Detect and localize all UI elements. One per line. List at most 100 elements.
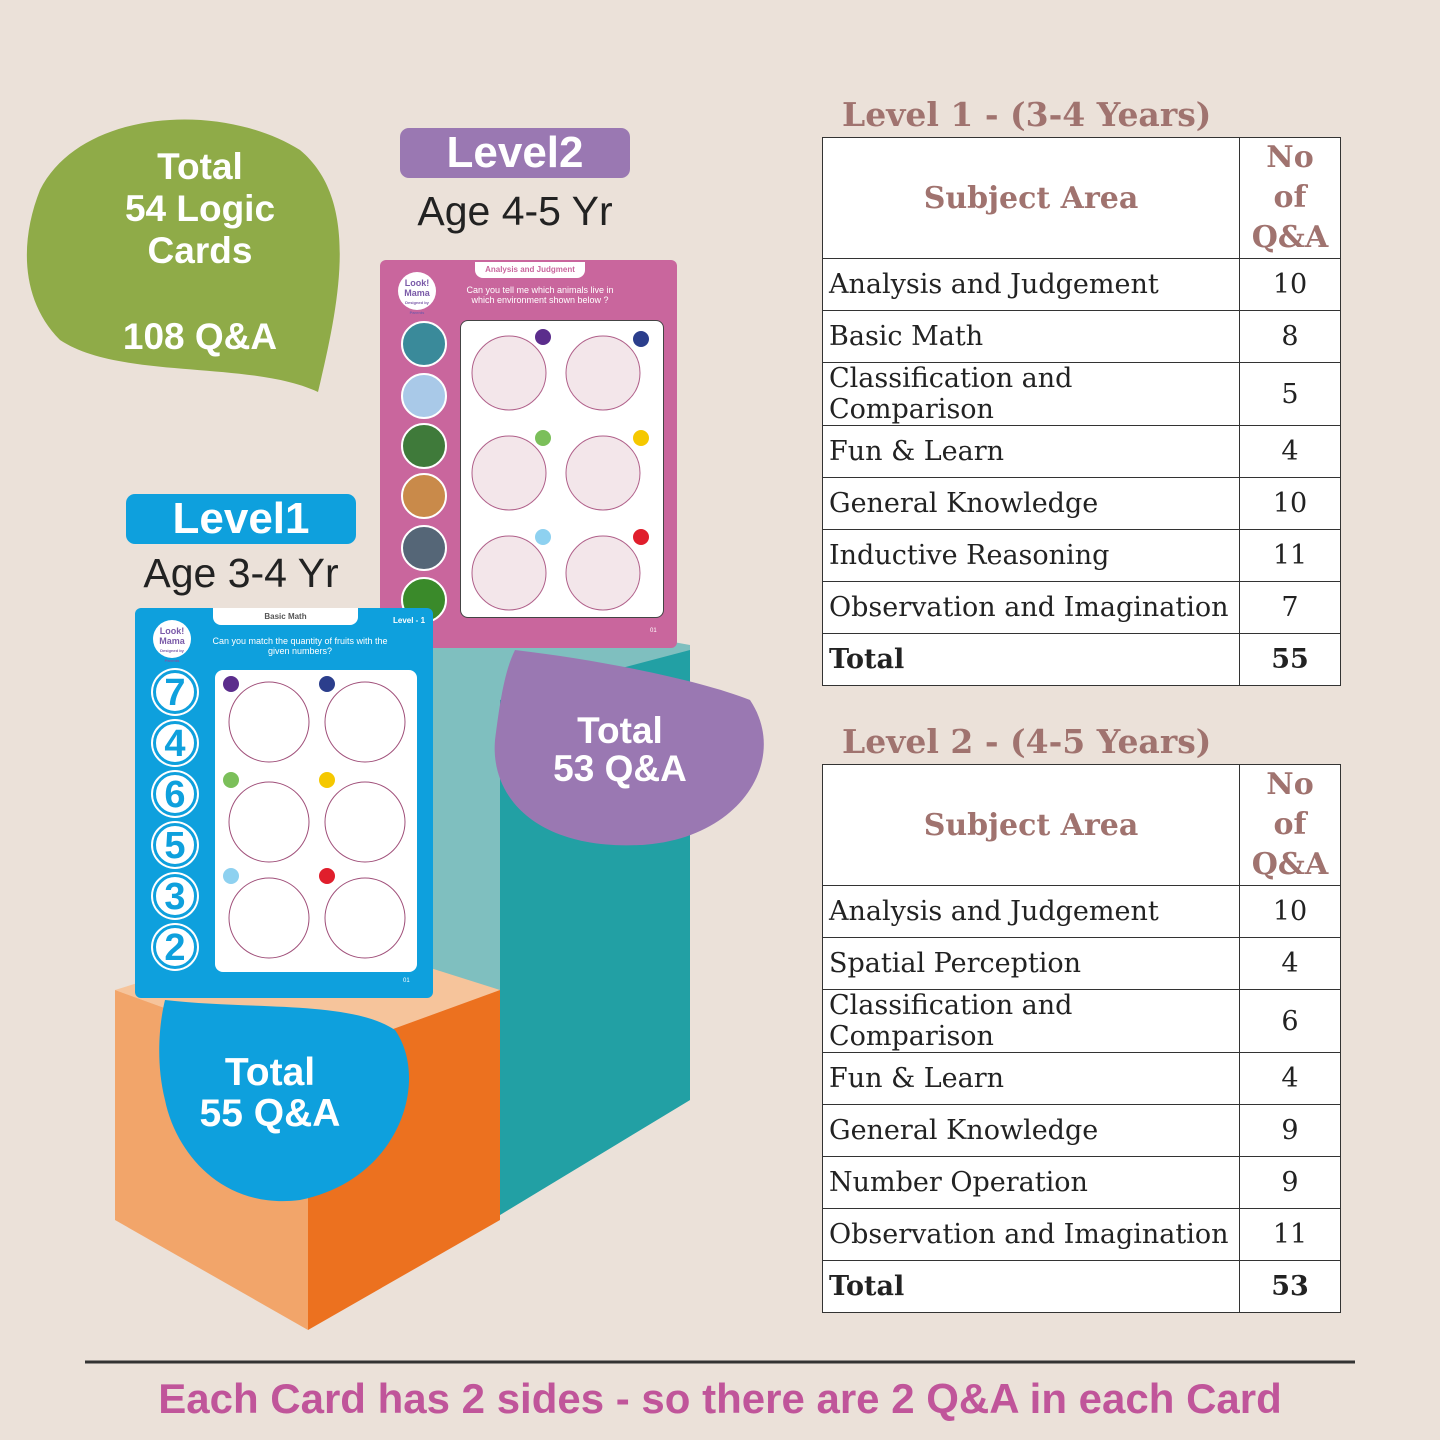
level2-blob xyxy=(494,650,764,846)
brand-logo: Look! Mama Designed by Parents xyxy=(398,272,436,315)
question: Can you match the quantity of fruits wit… xyxy=(212,636,388,656)
row: Classification and Comparison 5 xyxy=(822,362,1341,426)
count-cell: 4 xyxy=(1239,1052,1341,1105)
total-line: Total xyxy=(577,710,663,751)
animals xyxy=(471,329,649,611)
subject-cell: Basic Math xyxy=(822,310,1240,363)
total-count: 55 xyxy=(1239,633,1341,686)
level2-title: Level2 xyxy=(400,128,630,178)
page-number: 01 xyxy=(650,628,657,634)
level2-card: Look! Mama Designed by Parents Analysis an… xyxy=(380,260,677,648)
subject-table: Subject Area No of Q&A Analysis and Judgem… xyxy=(822,764,1341,1313)
topic: Basic Math xyxy=(213,608,358,625)
number-badge: 7 xyxy=(153,670,197,714)
level1-total: Total 55 Q&A xyxy=(170,1052,370,1134)
count-cell: 6 xyxy=(1239,989,1341,1053)
count-cell: 10 xyxy=(1239,885,1341,938)
count-cell: 5 xyxy=(1239,362,1341,426)
row: Classification and Comparison 6 xyxy=(822,989,1341,1053)
subject-cell: Fun & Learn xyxy=(822,1052,1240,1105)
count-cell: 4 xyxy=(1239,425,1341,478)
header-cell: Subject Area xyxy=(822,764,1240,886)
header-row: Subject Area No of Q&A xyxy=(822,137,1341,259)
row: General Knowledge 10 xyxy=(822,477,1341,530)
level1-blob xyxy=(159,1000,410,1202)
count-cell: 8 xyxy=(1239,310,1341,363)
total-row: Total 55 xyxy=(822,633,1341,686)
row: Observation and Imagination 7 xyxy=(822,581,1341,634)
subject-cell: Number Operation xyxy=(822,1156,1240,1209)
row: Fun & Learn 4 xyxy=(822,1052,1341,1105)
subject-cell: Fun & Learn xyxy=(822,425,1240,478)
total-count: 53 xyxy=(1239,1260,1341,1313)
fruits xyxy=(223,676,406,959)
subject-cell: Observation and Imagination xyxy=(822,1208,1240,1261)
brand-logo: Look! Mama Designed by Parents xyxy=(153,620,191,663)
row: Analysis and Judgement 10 xyxy=(822,258,1341,311)
subject-cell: General Knowledge xyxy=(822,1104,1240,1157)
badge-qa: 108 Q&A xyxy=(122,316,278,357)
brand: Mama xyxy=(404,288,430,298)
number-list: 7 4 6 5 3 2 xyxy=(153,670,207,976)
brand: Mama xyxy=(159,636,185,646)
badge-line: Cards xyxy=(147,230,253,271)
header-cell: Subject Area xyxy=(822,137,1240,259)
card-level: Level - 1 xyxy=(393,616,426,625)
count-cell: 11 xyxy=(1239,529,1341,582)
total-line: Total xyxy=(224,1051,316,1094)
count-cell: 10 xyxy=(1239,258,1341,311)
badge-line: 54 Logic xyxy=(124,188,276,229)
row: Observation and Imagination 11 xyxy=(822,1208,1341,1261)
level1-title: Level1 xyxy=(126,494,356,544)
page-number: 01 xyxy=(403,978,410,984)
total-row: Total 53 xyxy=(822,1260,1341,1313)
count-cell: 11 xyxy=(1239,1208,1341,1261)
table-title: Level 1 - (3-4 Years) xyxy=(842,95,1212,134)
subject-cell: General Knowledge xyxy=(822,477,1240,530)
total-line: 53 Q&A xyxy=(553,748,687,789)
tagline: Designed by Parents xyxy=(405,300,429,315)
badge-line: Total xyxy=(157,146,243,187)
question: Can you tell me which animals live in wh… xyxy=(466,285,614,305)
topic: Analysis and Judgment xyxy=(475,262,585,278)
environments xyxy=(401,321,447,623)
row: Inductive Reasoning 11 xyxy=(822,529,1341,582)
level1-card: Look! Mama Designed by Parents Basic Math … xyxy=(135,608,433,998)
row: Spatial Perception 4 xyxy=(822,937,1341,990)
row: Basic Math 8 xyxy=(822,310,1341,363)
row: General Knowledge 9 xyxy=(822,1104,1341,1157)
total-blob xyxy=(26,119,340,392)
answer-panel xyxy=(215,670,417,972)
count-cell: 7 xyxy=(1239,581,1341,634)
brand: Look! xyxy=(159,626,185,636)
subject-cell: Classification and Comparison xyxy=(822,989,1240,1053)
total-label: Total xyxy=(822,1260,1240,1313)
header-cell: No of Q&A xyxy=(1239,764,1341,886)
subject-cell: Observation and Imagination xyxy=(822,581,1240,634)
subject-cell: Inductive Reasoning xyxy=(822,529,1240,582)
table-title: Level 2 - (4-5 Years) xyxy=(842,722,1212,761)
total-label: Total xyxy=(822,633,1240,686)
count-cell: 10 xyxy=(1239,477,1341,530)
number-badge: 6 xyxy=(153,772,197,816)
level1-age: Age 3-4 Yr xyxy=(143,550,339,596)
header-row: Subject Area No of Q&A xyxy=(822,764,1341,886)
level2-total: Total 53 Q&A xyxy=(520,712,720,788)
number-badge: 5 xyxy=(153,823,197,867)
number-badge: 2 xyxy=(153,925,197,969)
number-badge: 4 xyxy=(153,721,197,765)
row: Fun & Learn 4 xyxy=(822,425,1341,478)
badge-text: Total 54 Logic Cards 108 Q&A xyxy=(60,146,340,358)
subject-cell: Classification and Comparison xyxy=(822,362,1240,426)
row: Analysis and Judgement 10 xyxy=(822,885,1341,938)
footer-note: Each Card has 2 sides - so there are 2 Q… xyxy=(158,1375,1282,1422)
tagline: Designed by Parents xyxy=(160,648,184,663)
subject-cell: Analysis and Judgement xyxy=(822,258,1240,311)
brand: Look! xyxy=(404,278,430,288)
subject-cell: Spatial Perception xyxy=(822,937,1240,990)
subject-table: Subject Area No of Q&A Analysis and Judgem… xyxy=(822,137,1341,686)
header-cell: No of Q&A xyxy=(1239,137,1341,259)
count-cell: 9 xyxy=(1239,1104,1341,1157)
